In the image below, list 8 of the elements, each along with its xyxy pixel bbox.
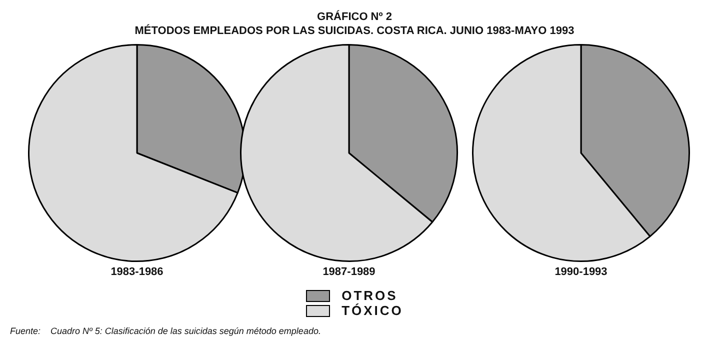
chart-subtitle: MÉTODOS EMPLEADOS POR LAS SUICIDAS. COSTA RICA. JUNIO 1983-MAYO 1993 bbox=[134, 24, 576, 38]
source-note: Fuente: Cuadro Nº 5: Clasificación de las suicidas según método empleado. bbox=[10, 326, 321, 336]
slice-label: 1987-1989 bbox=[322, 266, 376, 278]
legend-label: OTROS bbox=[342, 288, 398, 303]
chart-title: GRÁFICO Nº 2 bbox=[316, 10, 393, 24]
legend-label: TÓXICO bbox=[342, 303, 404, 318]
slice-label: 1983-1986 bbox=[110, 266, 164, 278]
slice-label: 1990-1993 bbox=[554, 266, 608, 278]
